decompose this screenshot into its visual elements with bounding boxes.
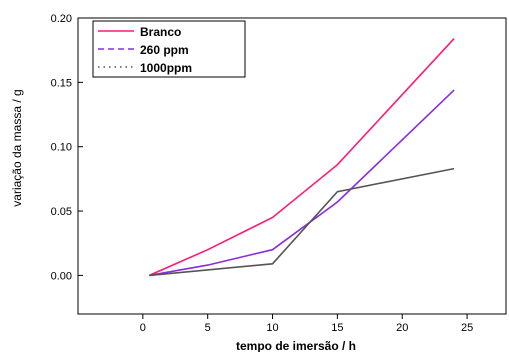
series-line-2 bbox=[149, 89, 455, 277]
x-tick-label: 0 bbox=[140, 322, 146, 334]
x-tick-label: 25 bbox=[461, 322, 473, 334]
plot-frame bbox=[77, 17, 507, 315]
legend-label-branco: Branco bbox=[140, 25, 181, 39]
legend-label-260ppm: 260 ppm bbox=[140, 43, 189, 57]
series-line-3 bbox=[149, 167, 455, 277]
x-axis-title: tempo de imersão / h bbox=[236, 339, 356, 352]
legend-label-1000ppm: 1000ppm bbox=[140, 61, 192, 75]
x-axis-ticks: 0 5 10 15 20 25 bbox=[140, 314, 473, 334]
plot-border bbox=[77, 17, 507, 315]
x-tick-label: 5 bbox=[205, 322, 211, 334]
x-tick-label: 15 bbox=[331, 322, 343, 334]
y-tick-label: 0.10 bbox=[51, 142, 72, 154]
series-layer bbox=[148, 38, 455, 277]
y-axis-title: variação da massa / g bbox=[10, 89, 24, 206]
series-line-1 bbox=[148, 38, 455, 277]
y-tick-label: 0.00 bbox=[51, 270, 72, 282]
legend: Branco 260 ppm 1000ppm bbox=[92, 20, 246, 78]
y-axis-ticks: 0.00 0.05 0.10 0.15 0.20 bbox=[51, 13, 83, 282]
x-tick-label: 20 bbox=[396, 322, 408, 334]
y-tick-label: 0.15 bbox=[51, 77, 72, 89]
x-tick-label: 10 bbox=[266, 322, 278, 334]
y-tick-label: 0.05 bbox=[51, 206, 72, 218]
y-tick-label: 0.20 bbox=[51, 13, 72, 25]
